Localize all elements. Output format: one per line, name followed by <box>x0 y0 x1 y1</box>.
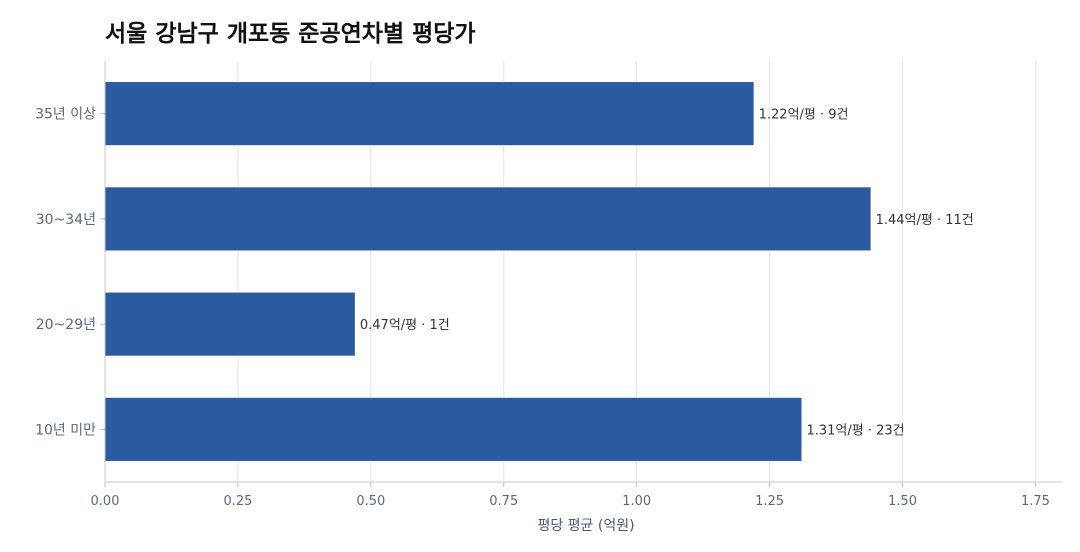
x-tick-label: 1.75 <box>1021 494 1050 509</box>
y-tick-label: 20~29년 <box>36 317 96 333</box>
axes: 0.00 0.25 0.50 0.75 1.00 1.25 1.50 1.75 35년 이상 30… <box>35 61 1062 509</box>
labels: 1.22억/평 · 9건 1.44억/평 · 11건 0.47억/평 · 1건 1.3… <box>360 108 974 439</box>
x-tick-label: 1.25 <box>755 494 784 509</box>
data-label: 1.22억/평 · 9건 <box>759 108 849 123</box>
bars <box>105 82 871 461</box>
x-axis-label: 평당 평균 (억원) <box>537 518 634 534</box>
bar <box>105 187 871 251</box>
x-tick-label: 0.25 <box>223 494 252 509</box>
bar <box>105 292 355 356</box>
bar <box>105 82 754 146</box>
x-tick-label: 0.00 <box>91 494 120 509</box>
data-label: 1.44억/평 · 11건 <box>876 213 974 228</box>
x-tick-label: 1.00 <box>622 494 651 509</box>
chart-title: 서울 강남구 개포동 준공연차별 평당가 <box>105 21 476 47</box>
y-tick-label: 30~34년 <box>36 212 96 228</box>
y-tick-label: 35년 이상 <box>35 107 96 123</box>
data-label: 1.31억/평 · 23건 <box>806 423 904 438</box>
y-tick-label: 10년 미만 <box>35 422 96 438</box>
x-tick-label: 0.50 <box>356 494 385 509</box>
x-tick-label: 1.50 <box>888 494 917 509</box>
data-label: 0.47억/평 · 1건 <box>360 318 450 333</box>
bar <box>105 397 802 461</box>
x-tick-label: 0.75 <box>489 494 518 509</box>
